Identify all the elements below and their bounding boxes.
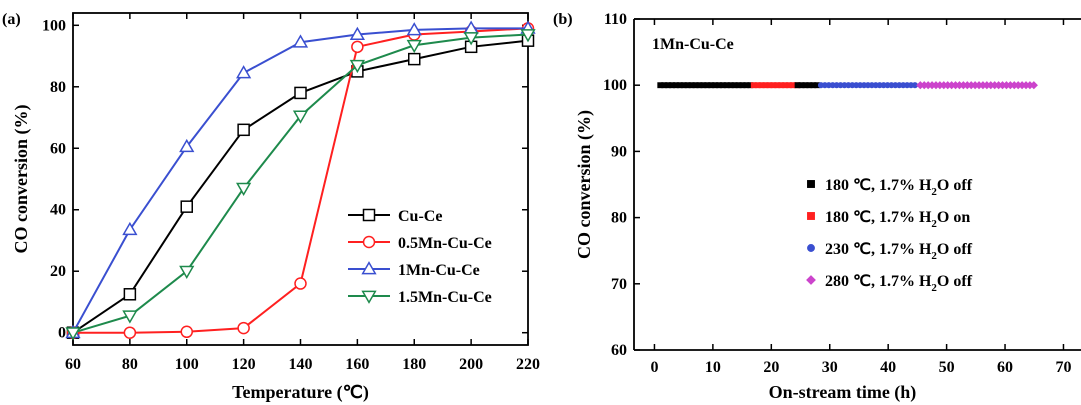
y-tick-label: 0: [58, 325, 66, 342]
x-tick-label: 60: [65, 356, 81, 373]
x-ticks: 0 10 20 30 40 50 60 70: [650, 19, 1071, 376]
data-point: [292, 34, 309, 48]
data-point: [408, 52, 421, 66]
x-tick-label: 10: [705, 359, 721, 376]
data-point: [349, 26, 365, 40]
y-tick-label: 60: [50, 140, 66, 157]
x-tick-label: 180: [402, 356, 426, 373]
data-point: [180, 325, 193, 339]
legend-marker: [807, 244, 815, 252]
y-axis-label: CO conversion (%): [574, 110, 595, 259]
legend-label: 280 ℃, 1.7% H2O off: [825, 273, 973, 294]
data-point: [406, 22, 422, 36]
legend-marker: [362, 208, 376, 222]
series-1: [750, 82, 800, 89]
data-point: [1029, 81, 1038, 90]
data-point: [179, 265, 195, 280]
y-tick-label: 20: [50, 263, 66, 280]
legend-label: 0.5Mn-Cu-Ce: [398, 235, 492, 252]
data-point: [237, 123, 250, 137]
x-tick-label: 50: [939, 359, 955, 376]
x-tick-label: 20: [763, 359, 779, 376]
y-tick-label: 100: [42, 17, 66, 34]
series-1-5mn-cu-ce: [65, 29, 536, 341]
y-tick-label: 80: [50, 79, 66, 96]
y-ticks: 60 70 80 90 100 110: [603, 11, 640, 359]
legend-label: 180 ℃, 1.7% H2O off: [825, 177, 973, 198]
x-tick-label: 100: [175, 356, 199, 373]
data-point: [122, 221, 138, 236]
data-point: [292, 110, 309, 124]
legend: 180 ℃, 1.7% H2O off 180 ℃, 1.7% H2O on 230…: [806, 177, 973, 294]
x-tick-label: 60: [997, 359, 1013, 376]
x-axis-label: Temperature (℃): [232, 382, 369, 403]
x-tick-label: 70: [1055, 359, 1071, 376]
y-tick-label: 100: [603, 77, 627, 94]
data-point: [65, 327, 81, 341]
y-tick-label: 80: [611, 210, 627, 227]
data-point: [349, 59, 365, 74]
series-4: [916, 81, 1038, 90]
x-axis-label: On-stream time (h): [769, 382, 917, 403]
y-tick-label: 90: [611, 143, 627, 160]
y-tick-label: 110: [604, 11, 627, 28]
data-point: [180, 200, 193, 213]
legend-label: 1.5Mn-Cu-Ce: [398, 289, 492, 306]
x-tick-label: 0: [650, 359, 658, 376]
data-point: [351, 40, 364, 54]
legend-marker: [361, 261, 377, 275]
x-tick-label: 160: [345, 356, 369, 373]
legend-marker: [807, 180, 815, 188]
series-3: [817, 82, 918, 89]
legend-marker: [362, 235, 376, 249]
legend-label: 230 ℃, 1.7% H2O off: [825, 241, 973, 262]
data-point: [123, 326, 137, 339]
panel-label: (a): [2, 11, 21, 28]
x-tick-label: 140: [289, 356, 313, 373]
series-0: [657, 82, 754, 89]
panel-b: 0 10 20 30 40 50 60 70 60 70 80 90 100 110 (b) 1Mn-Cu-C…: [553, 11, 1081, 403]
data-point: [236, 65, 252, 79]
series-2: [794, 82, 821, 89]
legend: Cu-Ce 0.5Mn-Cu-Ce 1Mn-Cu-Ce 1.5Mn-Cu-Ce: [348, 208, 492, 306]
data-point: [463, 32, 479, 46]
data-point: [294, 86, 307, 100]
legend-marker: [806, 275, 816, 285]
x-tick-label: 30: [822, 359, 838, 376]
data-point: [236, 182, 252, 197]
x-tick-label: 80: [122, 356, 138, 373]
legend-label: 1Mn-Cu-Ce: [398, 262, 480, 279]
data-point: [294, 277, 307, 290]
data-point: [122, 310, 138, 324]
data-point: [123, 288, 137, 301]
y-axis-label: CO conversion (%): [11, 105, 32, 254]
data-point: [179, 138, 195, 153]
x-tick-label: 220: [516, 356, 540, 373]
legend-marker: [361, 290, 377, 304]
x-tick-label: 40: [880, 359, 896, 376]
y-tick-label: 60: [611, 342, 627, 359]
y-tick-label: 70: [611, 276, 627, 293]
y-tick-label: 40: [50, 202, 66, 219]
legend-label: 180 ℃, 1.7% H2O on: [825, 209, 970, 230]
data-point: [406, 39, 422, 54]
x-ticks: 60 80 100 120 140 160 180 200 220: [65, 13, 540, 373]
panel-a: 60 80 100 120 140 160 180 200 220 0 20 40 60 80 100 (a)…: [2, 11, 540, 403]
series-1mn-cu-ce: [65, 20, 536, 339]
legend-marker: [807, 212, 815, 220]
data-point: [237, 321, 250, 335]
annotation: 1Mn-Cu-Ce: [652, 36, 734, 53]
panel-label: (b): [553, 11, 573, 28]
legend-label: Cu-Ce: [398, 208, 442, 225]
data-point: [520, 29, 536, 43]
x-tick-label: 200: [459, 356, 483, 373]
x-tick-label: 120: [232, 356, 256, 373]
